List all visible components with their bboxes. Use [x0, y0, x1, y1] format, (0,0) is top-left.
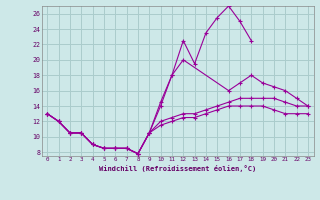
X-axis label: Windchill (Refroidissement éolien,°C): Windchill (Refroidissement éolien,°C)	[99, 165, 256, 172]
